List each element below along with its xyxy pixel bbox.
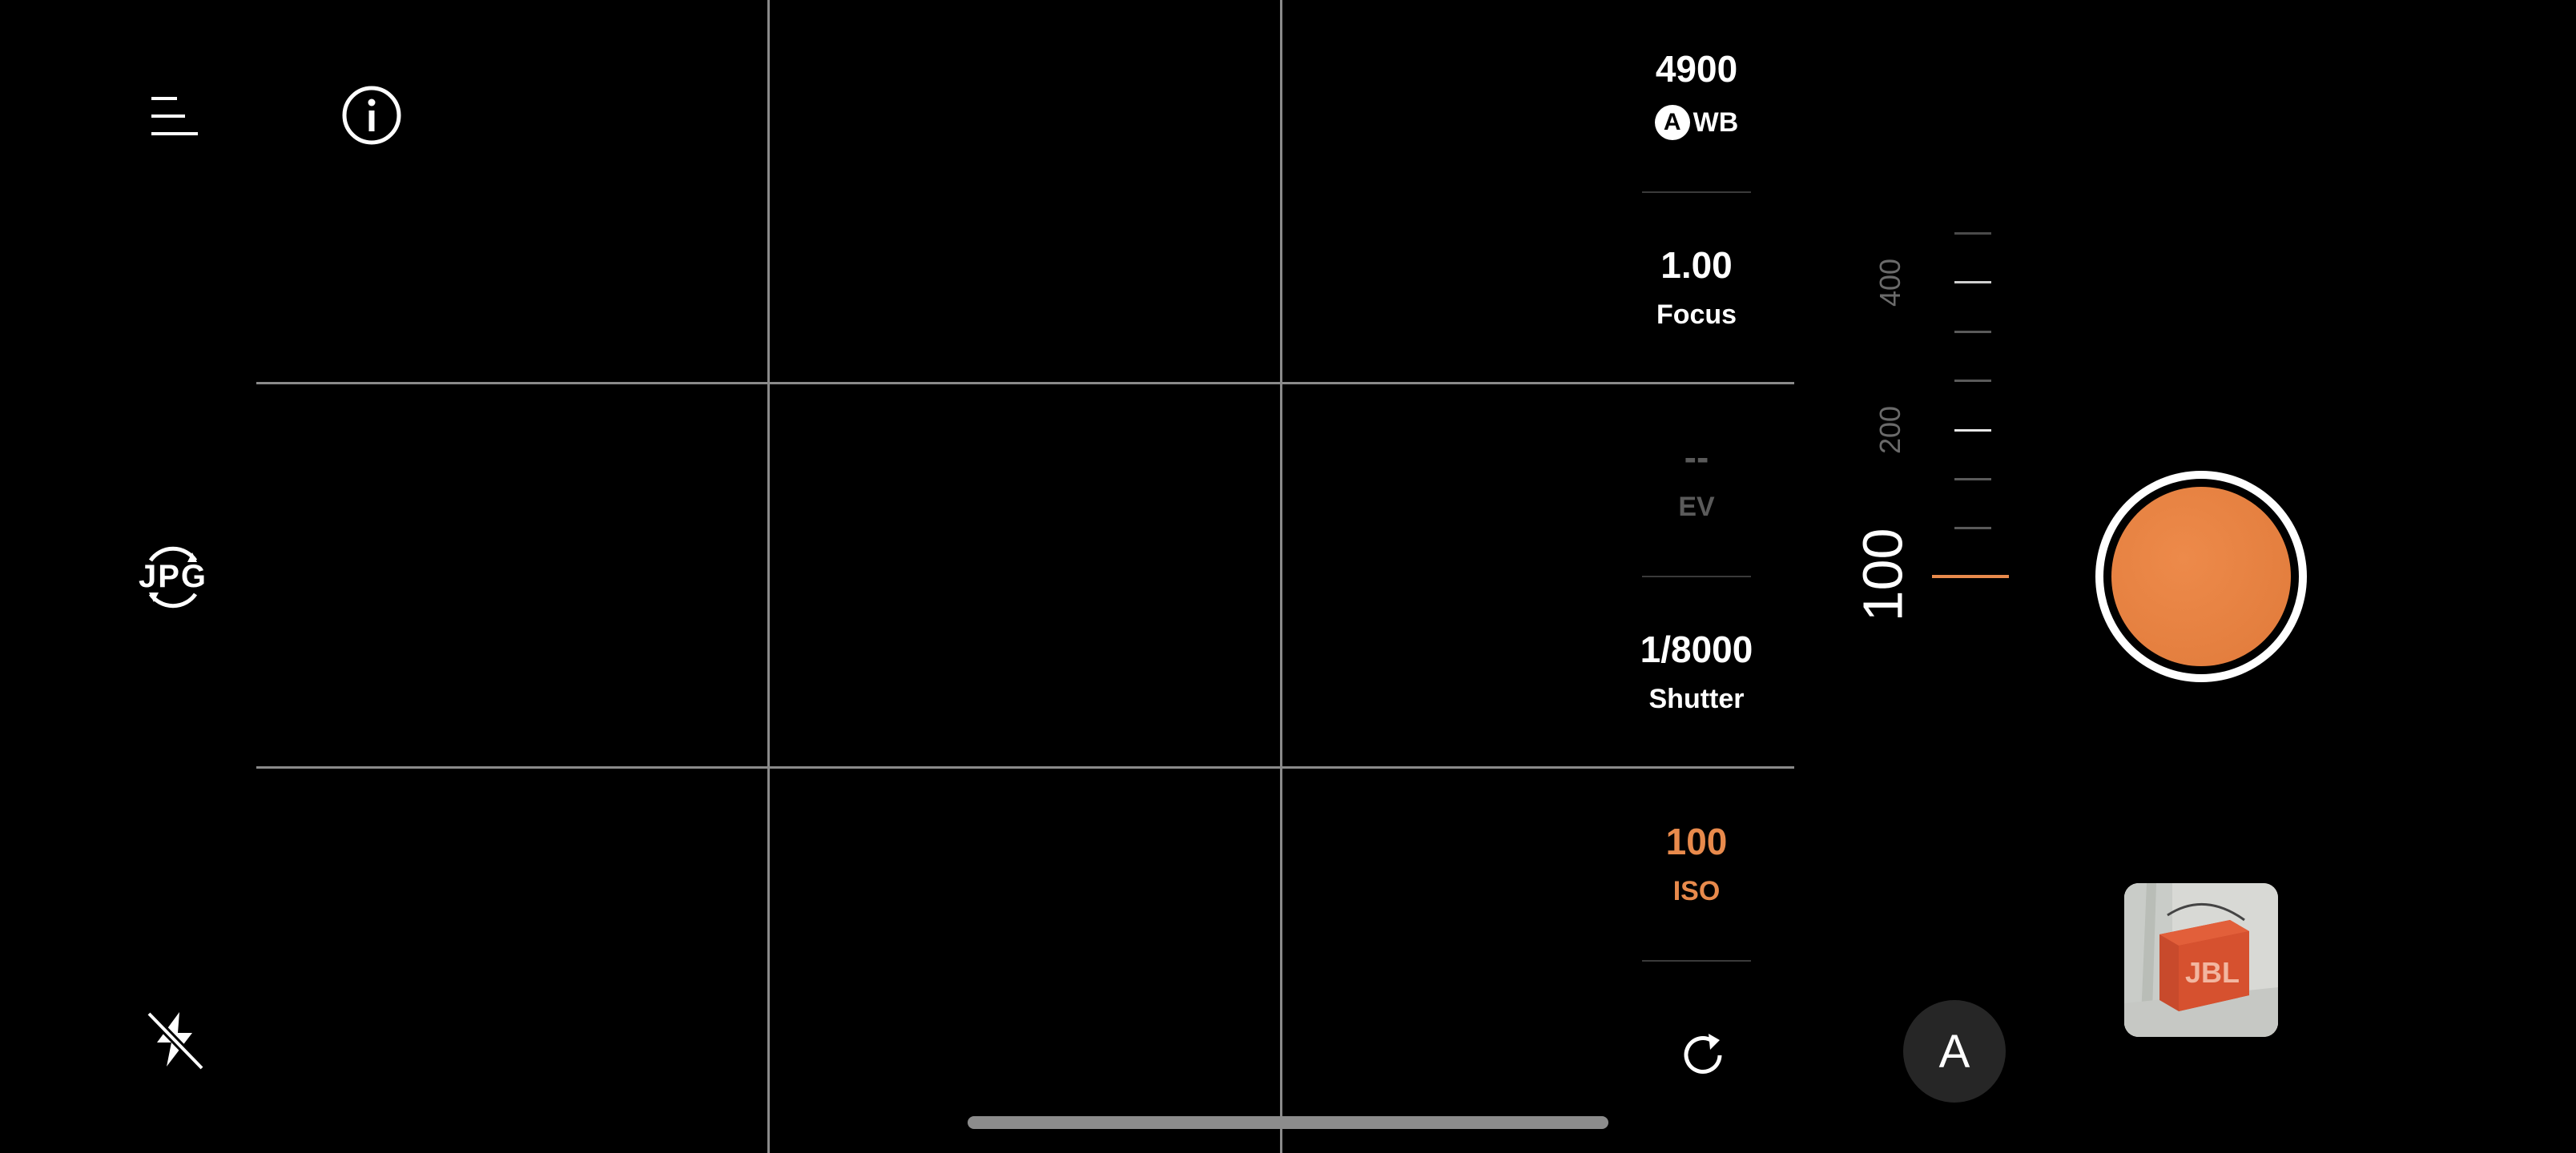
- shutter-button-gap: [2103, 479, 2299, 674]
- grid-line-vertical-1: [767, 0, 770, 1153]
- shutter-control[interactable]: 1/8000 Shutter: [1602, 576, 1791, 767]
- iso-control[interactable]: 100 ISO: [1602, 769, 1791, 959]
- iso-label: ISO: [1672, 876, 1721, 906]
- format-label: JPG: [138, 559, 208, 594]
- wb-label: WB: [1693, 107, 1739, 138]
- info-icon[interactable]: [340, 83, 404, 147]
- thumbnail-image: JBL: [2124, 883, 2278, 1037]
- dial-current-value: 100: [1851, 528, 1914, 622]
- iso-value: 100: [1665, 821, 1728, 862]
- shutter-value: 1/8000: [1640, 629, 1753, 670]
- home-indicator[interactable]: [968, 1116, 1608, 1129]
- dial-label-400: 400: [1874, 258, 1907, 307]
- param-divider: [1642, 191, 1751, 193]
- dial-tick: [1954, 380, 1991, 382]
- gallery-thumbnail[interactable]: JBL: [2124, 883, 2278, 1037]
- dial-tick: [1954, 232, 1991, 235]
- dial-tick: [1954, 527, 1991, 529]
- auto-mode-label: A: [1938, 1025, 1970, 1078]
- wb-auto-badge: A: [1654, 105, 1690, 140]
- grid-line-vertical-2: [1280, 0, 1282, 1153]
- menu-icon[interactable]: [144, 88, 200, 144]
- reset-icon[interactable]: [1674, 1026, 1732, 1084]
- grid-line-horizontal-1: [256, 382, 1794, 384]
- dial-tick: [1954, 429, 1991, 432]
- iso-dial[interactable]: 400 200 100: [1842, 224, 2027, 621]
- thumbnail-brand-text: JBL: [2185, 956, 2240, 989]
- ev-label: EV: [1678, 492, 1715, 522]
- dial-label-200: 200: [1874, 405, 1907, 455]
- dial-tick: [1954, 331, 1991, 333]
- ev-control[interactable]: -- EV: [1602, 384, 1791, 575]
- wb-control[interactable]: 4900 A WB: [1602, 0, 1791, 191]
- focus-label: Focus: [1656, 299, 1737, 330]
- viewfinder[interactable]: [256, 0, 1794, 1153]
- shutter-button-core: [2111, 487, 2291, 666]
- dial-tick: [1954, 478, 1991, 480]
- focus-control[interactable]: 1.00 Focus: [1602, 192, 1791, 383]
- param-divider: [1642, 960, 1751, 962]
- dial-tick: [1954, 281, 1991, 283]
- wb-value: 4900: [1655, 48, 1738, 90]
- dial-current-indicator: [1932, 575, 2009, 578]
- ev-value: --: [1684, 436, 1709, 478]
- auto-mode-button[interactable]: A: [1903, 1000, 2006, 1103]
- flash-off-icon[interactable]: [141, 1006, 208, 1073]
- param-divider: [1642, 576, 1751, 577]
- format-toggle[interactable]: JPG: [135, 541, 211, 613]
- grid-line-horizontal-2: [256, 766, 1794, 769]
- focus-value: 1.00: [1660, 244, 1733, 286]
- shutter-label: Shutter: [1648, 684, 1745, 714]
- shutter-button[interactable]: [2095, 471, 2307, 682]
